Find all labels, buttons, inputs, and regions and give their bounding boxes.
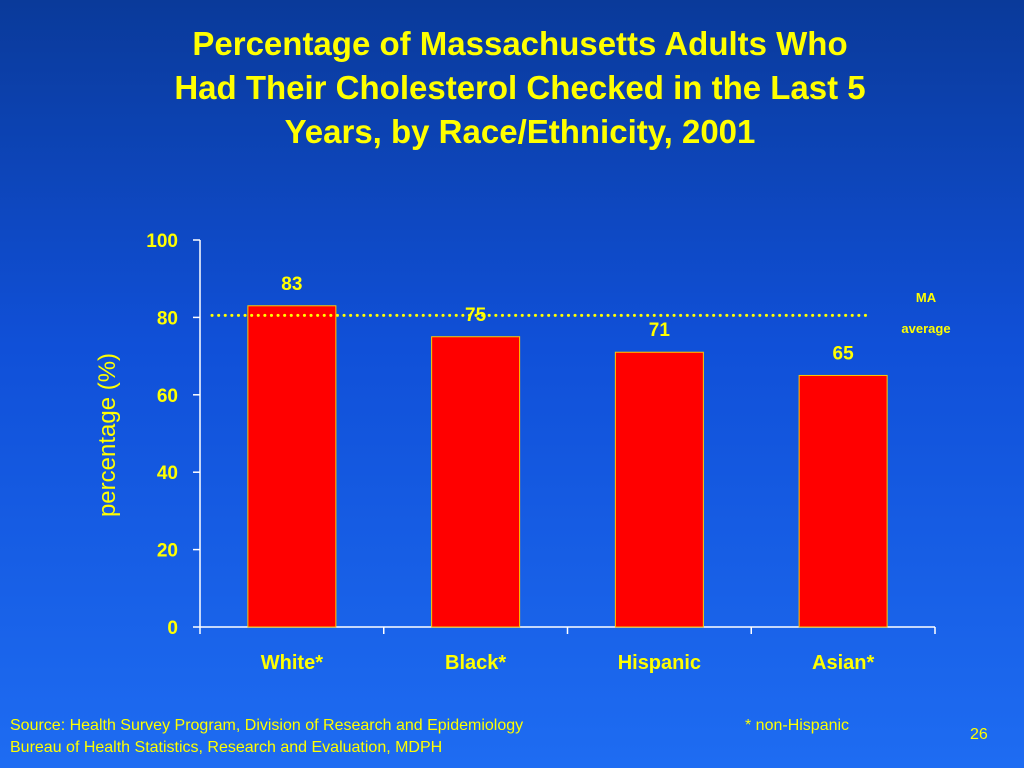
y-axis-label: percentage (%) [94, 353, 121, 517]
x-tick-label: Hispanic [618, 652, 701, 674]
bar-hispanic [614, 351, 704, 628]
title-line-3: Years, by Race/Ethnicity, 2001 [284, 113, 756, 150]
source-line-2: Bureau of Health Statistics, Research an… [10, 739, 443, 756]
data-label: 71 [649, 320, 671, 341]
y-tick-label: 20 [157, 541, 178, 562]
reference-label-line-2: average [901, 321, 950, 336]
x-tick-label: Asian* [812, 652, 874, 674]
x-tick-label: White* [261, 652, 323, 674]
page-number: 26 [970, 726, 988, 743]
title-line-2: Had Their Cholesterol Checked in the Las… [174, 69, 866, 106]
y-tick-label: 40 [157, 463, 178, 484]
title-line-1: Percentage of Massachusetts Adults Who [192, 25, 848, 62]
source-line-1: Source: Health Survey Program, Division … [10, 717, 524, 734]
y-tick-label: 60 [157, 386, 178, 407]
data-label: 65 [833, 343, 855, 364]
source-footer: Source: Health Survey Program, Division … [10, 715, 523, 759]
y-tick-label: 100 [146, 231, 178, 252]
x-tick-label: Black* [445, 652, 506, 674]
bar-black [431, 336, 521, 628]
y-tick-label: 80 [157, 308, 178, 329]
data-label: 83 [281, 274, 302, 295]
reference-label-line-1: MA [916, 290, 937, 305]
footnote: * non-Hispanic [745, 717, 850, 734]
slide-title: Percentage of Massachusetts Adults Who H… [60, 22, 980, 154]
bar-asian [798, 374, 888, 628]
bar-white [247, 305, 337, 628]
y-tick-label: 0 [167, 618, 178, 639]
